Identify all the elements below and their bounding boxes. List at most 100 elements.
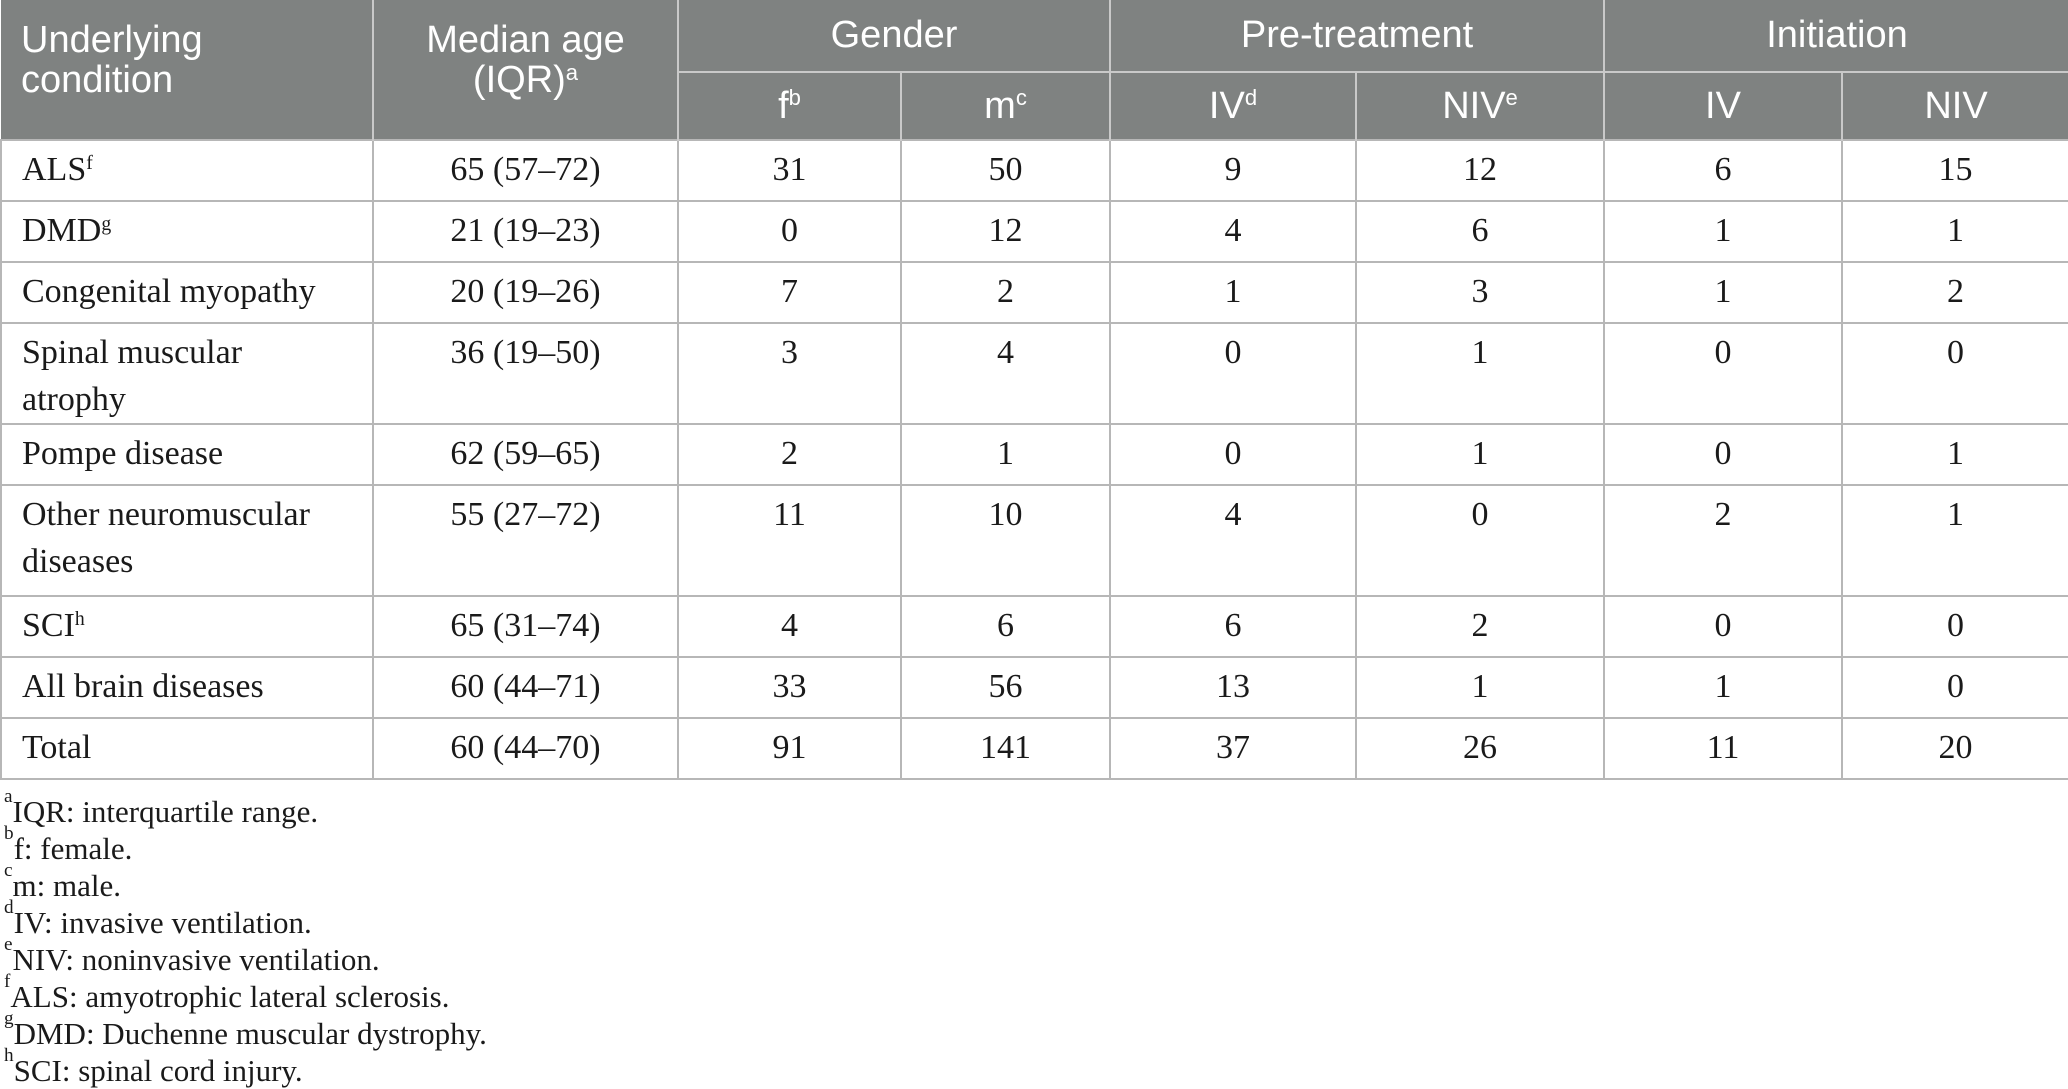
cell-init-niv: 0 [1840,595,2068,658]
cell-pre-iv: 6 [1109,595,1357,658]
table-body: ALSf 65 (57–72) 31 50 9 12 6 15 DMDg 21 … [0,139,2068,780]
footnote-text: DMD: Duchenne muscular dystrophy. [13,1016,487,1051]
table-row: Pompe disease 62 (59–65) 2 1 0 1 0 1 [0,423,2068,486]
cell-pre-iv: 1 [1109,261,1357,324]
cell-gender-m: 2 [900,261,1111,324]
footnote: cm: male. [4,861,2068,904]
cell-gender-m: 12 [900,200,1111,263]
cell-pre-niv: 1 [1355,322,1605,425]
footnote-marker: d [4,897,14,919]
cell-gender-f: 4 [677,595,902,658]
cell-init-niv: 1 [1840,484,2068,597]
footnote: dIV: invasive ventilation. [4,898,2068,941]
cell-gender-f: 31 [677,139,902,202]
cell-init-niv: 1 [1840,423,2068,486]
footnote-marker: f [4,971,11,993]
cell-init-iv: 1 [1603,656,1843,719]
cell-init-iv: 0 [1603,595,1843,658]
footnote: fALS: amyotrophic lateral sclerosis. [4,972,2068,1015]
table-footnotes: aIQR: interquartile range. bf: female. c… [0,780,2068,1089]
cell-gender-f: 11 [677,484,902,597]
header-median-age-label: Median age (IQR) [426,19,625,101]
footnote-text: IV: invasive ventilation. [13,905,312,940]
footnote-marker: g [101,213,112,236]
cell-median-age: 65 (31–74) [372,595,679,658]
cell-condition: SCIh [0,595,374,658]
cell-init-iv: 11 [1603,717,1843,780]
footnote-marker: b [4,823,14,845]
header-sub-male-label: m [984,84,1016,127]
table-row: ALSf 65 (57–72) 31 50 9 12 6 15 [0,139,2068,202]
footnote-marker-e: e [1505,85,1518,111]
cell-median-age: 20 (19–26) [372,261,679,324]
cell-gender-f: 33 [677,656,902,719]
table-row: SCIh 65 (31–74) 4 6 6 2 0 0 [0,595,2068,658]
cell-condition: Other neuromuscular diseases [0,484,374,597]
cell-init-niv: 0 [1840,322,2068,425]
header-sub-pre-niv: NIVe [1355,71,1605,140]
cell-gender-m: 10 [900,484,1111,597]
cell-median-age: 55 (27–72) [372,484,679,597]
header-sub-pre-niv-label: NIV [1442,84,1506,127]
footnote-marker: e [4,934,13,956]
cell-gender-f: 3 [677,322,902,425]
cell-gender-m: 141 [900,717,1111,780]
demographics-table: Underlying condition Median age (IQR)a G… [0,0,2068,780]
condition-label: Other neuromuscular diseases [22,496,310,580]
cell-pre-niv: 26 [1355,717,1605,780]
header-group-pretreatment: Pre-treatment [1109,0,1605,73]
cell-gender-f: 2 [677,423,902,486]
cell-init-niv: 1 [1840,200,2068,263]
header-median-age: Median age (IQR)a [372,0,679,140]
footnote-marker: c [4,860,13,882]
cell-median-age: 21 (19–23) [372,200,679,263]
cell-init-iv: 6 [1603,139,1843,202]
cell-gender-m: 6 [900,595,1111,658]
cell-pre-iv: 0 [1109,423,1357,486]
cell-gender-m: 56 [900,656,1111,719]
header-underlying-condition: Underlying condition [1,0,374,140]
footnote-text: NIV: noninvasive ventilation. [12,942,380,977]
condition-label: Total [22,729,92,766]
header-sub-female: fb [678,71,902,140]
table-row: Spinal muscular atrophy 36 (19–50) 3 4 0… [0,322,2068,425]
table-row: All brain diseases 60 (44–71) 33 56 13 1… [0,656,2068,719]
footnote-marker: a [4,786,13,808]
header-sub-pre-iv: IVd [1109,71,1357,140]
cell-median-age: 62 (59–65) [372,423,679,486]
cell-median-age: 36 (19–50) [372,322,679,425]
table-row-total: Total 60 (44–70) 91 141 37 26 11 20 [0,717,2068,780]
cell-median-age: 60 (44–71) [372,656,679,719]
header-sub-init-niv: NIV [1840,71,2068,140]
cell-pre-niv: 6 [1355,200,1605,263]
cell-init-iv: 1 [1603,200,1843,263]
cell-pre-iv: 4 [1109,484,1357,597]
header-sub-pre-iv-label: IV [1208,84,1245,127]
table-row: DMDg 21 (19–23) 0 12 4 6 1 1 [0,200,2068,263]
cell-init-iv: 0 [1603,423,1843,486]
cell-pre-niv: 1 [1355,423,1605,486]
footnote-marker: h [74,608,85,631]
header-group-initiation: Initiation [1602,0,2068,73]
footnote: bf: female. [4,824,2068,867]
cell-init-iv: 1 [1603,261,1843,324]
cell-condition: Total [0,717,374,780]
cell-init-iv: 2 [1603,484,1843,597]
footnote-marker-b: b [788,85,801,111]
footnote-text: IQR: interquartile range. [12,794,319,829]
cell-pre-iv: 0 [1109,322,1357,425]
cell-condition: Pompe disease [0,423,374,486]
cell-pre-niv: 3 [1355,261,1605,324]
cell-gender-f: 7 [677,261,902,324]
footnote: eNIV: noninvasive ventilation. [4,935,2068,978]
condition-label: Congenital myopathy [22,273,316,310]
cell-init-niv: 15 [1840,139,2068,202]
condition-label: SCI [22,607,75,644]
cell-condition: DMDg [0,200,374,263]
cell-gender-m: 4 [900,322,1111,425]
cell-pre-niv: 0 [1355,484,1605,597]
footnote-marker-a: a [565,59,579,85]
cell-init-niv: 2 [1840,261,2068,324]
cell-pre-niv: 2 [1355,595,1605,658]
